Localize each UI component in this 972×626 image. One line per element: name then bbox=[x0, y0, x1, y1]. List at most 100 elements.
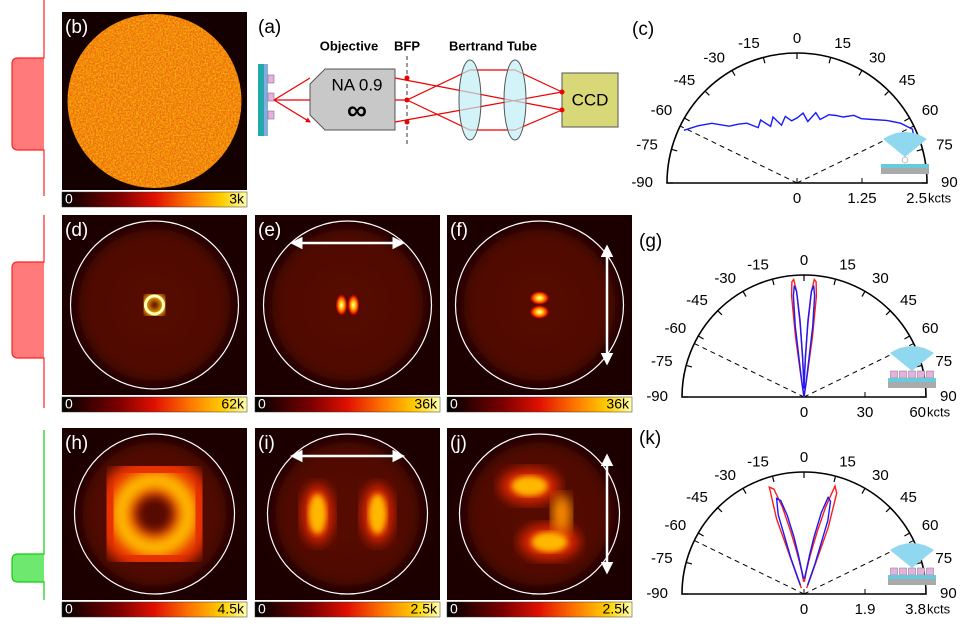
na-line bbox=[694, 344, 804, 397]
colorbar-min: 0 bbox=[65, 396, 73, 412]
inset-pillar bbox=[891, 568, 898, 575]
image-panel: (b)03k bbox=[62, 12, 247, 207]
inset-pillar bbox=[900, 568, 907, 575]
lobe bbox=[512, 476, 548, 496]
image bbox=[447, 215, 632, 395]
colorbar-max: 2.5k bbox=[411, 601, 438, 617]
polar-curve bbox=[793, 286, 814, 397]
lobe bbox=[309, 494, 327, 534]
angle-tick-label: 60 bbox=[922, 517, 939, 534]
angle-tick-label: -45 bbox=[686, 292, 708, 309]
colorbar-max: 36k bbox=[414, 396, 438, 412]
colorbar-max: 4.5k bbox=[218, 601, 245, 617]
inset-cone bbox=[890, 543, 934, 568]
colorbar-max: 2.5k bbox=[603, 601, 630, 617]
angle-tick bbox=[686, 365, 692, 367]
panel-label: (i) bbox=[258, 433, 275, 454]
angle-tick bbox=[885, 91, 889, 95]
image-panel: (e) 0 36k bbox=[255, 215, 440, 412]
angle-tick bbox=[732, 70, 735, 75]
angle-tick-label: 15 bbox=[839, 454, 856, 471]
angle-tick-label: 30 bbox=[869, 49, 886, 66]
nanostructure bbox=[268, 93, 274, 101]
colorbar-min: 0 bbox=[258, 601, 266, 617]
angle-tick bbox=[904, 336, 909, 339]
r-tick-label: 0 bbox=[800, 404, 808, 421]
pupil-glow bbox=[79, 229, 231, 381]
angle-tick-label: -90 bbox=[631, 174, 653, 191]
focus-dot bbox=[560, 108, 565, 113]
lobe bbox=[532, 532, 568, 552]
inset-substrate bbox=[881, 168, 929, 174]
polar-plot: (c)-90-75-60-45-30-15015304560759001.252… bbox=[631, 19, 957, 207]
image bbox=[255, 428, 440, 600]
pupil-glow bbox=[468, 442, 612, 586]
angle-tick-label: 90 bbox=[940, 388, 957, 405]
angle-tick bbox=[772, 476, 774, 482]
angle-tick-label: -15 bbox=[747, 257, 769, 274]
focus-dot bbox=[405, 98, 410, 103]
colorbar-min: 0 bbox=[258, 396, 266, 412]
nanostructure bbox=[268, 75, 274, 83]
colorbar bbox=[447, 397, 632, 412]
angle-tick-label: 60 bbox=[922, 320, 939, 337]
angle-tick-label: 75 bbox=[935, 550, 952, 567]
angle-tick bbox=[671, 149, 677, 151]
colorbar-max: 3k bbox=[229, 191, 245, 207]
panel-label: (e) bbox=[258, 220, 281, 241]
substrate-layer bbox=[264, 64, 268, 136]
focus-dot bbox=[405, 76, 410, 81]
angle-tick-label: -75 bbox=[651, 353, 673, 370]
ray bbox=[274, 78, 310, 122]
angle-tick-label: 0 bbox=[800, 252, 808, 269]
image-panel: (i) 0 2.5k bbox=[255, 428, 440, 617]
angle-tick bbox=[834, 279, 836, 285]
angle-tick bbox=[686, 562, 692, 564]
colorbar-max: 36k bbox=[606, 396, 630, 412]
image-panel: (j)02.5k bbox=[447, 428, 632, 617]
schematic: (a) Objective BFP Bertrand Tube NA 0.9 ∞… bbox=[258, 17, 618, 146]
inset-pillar bbox=[918, 371, 925, 378]
angle-tick-label: -90 bbox=[646, 388, 668, 405]
profile-red bbox=[12, 0, 44, 196]
angle-tick-label: -60 bbox=[665, 320, 687, 337]
angle-tick bbox=[772, 279, 774, 285]
angle-tick-label: -45 bbox=[673, 72, 695, 89]
angle-tick-label: 15 bbox=[839, 257, 856, 274]
angle-tick bbox=[904, 533, 909, 536]
r-unit: kcts bbox=[927, 404, 951, 419]
angle-tick bbox=[698, 533, 703, 536]
angle-tick-label: 30 bbox=[872, 467, 889, 484]
lens bbox=[504, 60, 526, 140]
inset-pillar bbox=[927, 371, 934, 378]
panel-label: (a) bbox=[258, 17, 281, 38]
angle-tick bbox=[862, 488, 865, 493]
colorbar-min: 0 bbox=[450, 396, 458, 412]
panel-label: (c) bbox=[632, 19, 654, 40]
focus-dot bbox=[405, 120, 410, 125]
pupil-noise bbox=[68, 14, 242, 188]
angle-tick-label: 90 bbox=[940, 585, 957, 602]
r-tick-label: 2.5 bbox=[906, 190, 927, 207]
angle-tick-label: -45 bbox=[686, 489, 708, 506]
angle-tick-label: -60 bbox=[651, 102, 673, 119]
panel-label: (b) bbox=[65, 17, 88, 38]
angle-tick-label: 45 bbox=[899, 72, 916, 89]
panel-label: (k) bbox=[639, 428, 661, 449]
spot bbox=[530, 291, 550, 305]
inset-layer bbox=[888, 378, 936, 382]
image-panel: (d)062k bbox=[62, 215, 247, 412]
angle-tick-label: 90 bbox=[941, 174, 958, 191]
spot bbox=[530, 305, 550, 319]
angle-tick-label: 75 bbox=[935, 353, 952, 370]
angle-tick-label: 15 bbox=[834, 35, 851, 52]
inset-pillar bbox=[900, 371, 907, 378]
colorbar bbox=[62, 192, 247, 207]
angle-tick-label: -30 bbox=[714, 270, 736, 287]
bfp-label: BFP bbox=[394, 38, 420, 53]
lobe bbox=[552, 494, 572, 534]
image bbox=[255, 215, 440, 395]
na-label: NA 0.9 bbox=[331, 75, 382, 94]
inset-pillar bbox=[927, 568, 934, 575]
